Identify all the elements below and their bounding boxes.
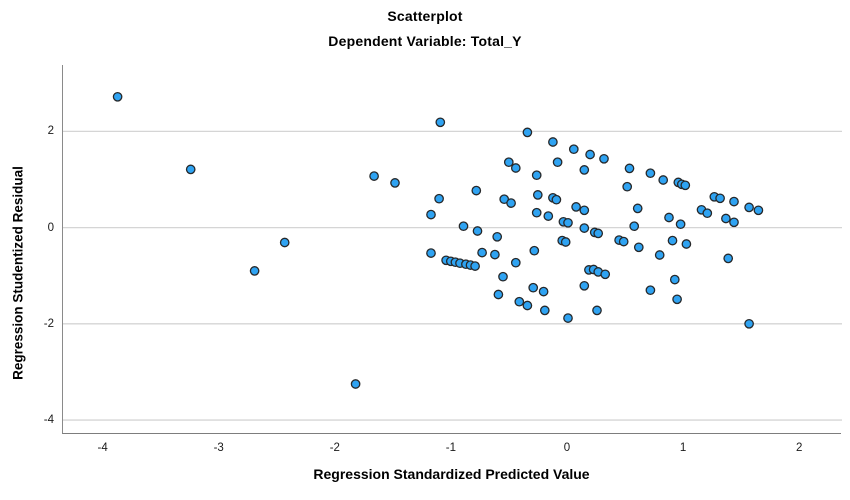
x-tick-label: -3 — [213, 442, 224, 454]
data-point — [490, 249, 500, 260]
data-point — [548, 137, 558, 147]
data-point — [579, 165, 590, 175]
data-point — [721, 213, 731, 224]
x-tick-label: -1 — [445, 442, 457, 454]
y-axis-label: Regression Studentized Residual — [10, 166, 26, 380]
data-point — [579, 205, 590, 216]
data-point — [633, 242, 644, 253]
data-point — [622, 181, 633, 192]
data-point — [552, 157, 563, 168]
data-point — [112, 91, 123, 102]
data-point — [672, 294, 682, 305]
data-point — [600, 269, 611, 280]
data-point — [563, 217, 573, 228]
data-point — [426, 248, 436, 258]
data-point — [279, 237, 290, 248]
data-point — [477, 247, 487, 258]
data-point — [645, 168, 656, 179]
data-point — [492, 231, 503, 242]
data-point — [506, 198, 516, 208]
data-point — [503, 157, 514, 168]
x-axis-label: Regression Standardized Predicted Value — [313, 466, 590, 482]
data-point — [669, 274, 680, 285]
data-point — [632, 203, 643, 214]
x-tick-label: -2 — [329, 442, 340, 454]
data-point — [369, 171, 379, 181]
data-point — [753, 205, 764, 216]
chart-title: Scatterplot — [387, 8, 463, 24]
y-tick-label: -4 — [43, 414, 54, 427]
data-point — [593, 228, 604, 239]
data-point — [472, 226, 483, 236]
data-point — [510, 163, 521, 173]
data-point — [729, 217, 739, 228]
data-point — [551, 194, 562, 205]
x-tick-label: -4 — [97, 442, 108, 454]
data-point — [681, 239, 692, 249]
data-point — [498, 271, 508, 282]
data-point — [543, 211, 554, 221]
data-point — [532, 190, 543, 200]
data-point — [493, 289, 504, 300]
data-point — [744, 318, 754, 329]
x-tick-label: 2 — [796, 442, 803, 454]
data-point — [390, 178, 400, 188]
data-point — [618, 236, 629, 247]
data-point — [434, 193, 444, 204]
data-point — [579, 223, 590, 233]
data-point — [435, 117, 446, 128]
data-point — [522, 127, 533, 138]
data-point — [654, 250, 665, 260]
x-tick-label: 1 — [679, 442, 687, 454]
y-tick-label: 0 — [47, 221, 54, 234]
data-point — [568, 144, 579, 155]
data-point — [529, 245, 540, 256]
data-point — [723, 253, 734, 264]
data-point — [528, 282, 539, 293]
data-point — [658, 175, 669, 185]
data-point — [702, 208, 713, 219]
data-point — [599, 153, 609, 164]
data-point — [667, 235, 678, 246]
data-point — [729, 196, 739, 207]
data-point — [458, 221, 469, 232]
data-point — [563, 313, 573, 323]
data-point — [426, 209, 436, 220]
data-point — [715, 193, 725, 204]
x-tick-label: 0 — [563, 442, 571, 454]
data-point — [675, 219, 686, 230]
data-point — [531, 207, 542, 218]
data-point — [592, 305, 602, 316]
data-point — [539, 305, 550, 316]
data-point — [471, 185, 482, 196]
data-point — [629, 221, 640, 232]
chart-subtitle: Dependent Variable: Total_Y — [328, 33, 522, 49]
data-point — [185, 164, 196, 175]
data-point — [514, 296, 525, 307]
data-point — [470, 261, 480, 271]
data-point — [680, 180, 691, 191]
data-point — [560, 237, 571, 247]
plot-area — [62, 65, 842, 434]
y-tick-label: -2 — [43, 317, 54, 330]
data-point — [531, 170, 542, 181]
y-tick-label: 2 — [47, 125, 54, 138]
data-point — [350, 379, 361, 389]
scatter-canvas — [63, 91, 842, 421]
data-point — [538, 286, 549, 297]
data-point — [510, 257, 521, 268]
data-point — [522, 300, 533, 311]
data-point — [579, 280, 590, 291]
data-point — [585, 149, 595, 160]
data-point — [249, 266, 260, 276]
data-point — [624, 163, 635, 174]
data-point — [571, 202, 581, 212]
data-point — [744, 202, 754, 213]
data-point — [664, 212, 674, 223]
data-point — [645, 285, 656, 296]
